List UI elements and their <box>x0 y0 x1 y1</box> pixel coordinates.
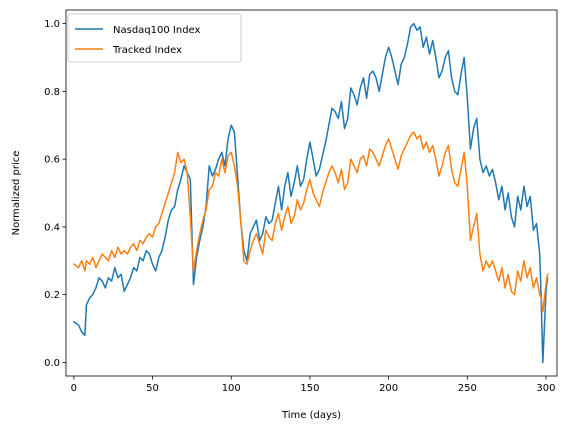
x-axis-label: Time (days) <box>281 410 341 421</box>
y-tick-label: 0.6 <box>44 155 60 166</box>
x-tick-label: 200 <box>379 383 398 394</box>
x-tick-label: 0 <box>71 383 77 394</box>
series-line-tracked-index <box>72 131 549 313</box>
legend-label-nasdaq100-index: Nasdaq100 Index <box>113 25 201 36</box>
x-tick-label: 100 <box>222 383 241 394</box>
legend-label-tracked-index: Tracked Index <box>112 45 182 56</box>
y-tick-label: 0.4 <box>44 222 60 233</box>
y-tick-label: 0.2 <box>44 290 60 301</box>
series-layer <box>72 22 549 364</box>
x-tick-label: 150 <box>300 383 319 394</box>
x-axis-ticks: 0 50 100 150 200 250 300 <box>71 376 556 394</box>
x-tick-label: 50 <box>146 383 159 394</box>
y-tick-label: 0.8 <box>44 87 60 98</box>
legend-frame <box>67 13 242 63</box>
y-axis-label: Normalized price <box>11 151 22 236</box>
x-tick-label: 300 <box>536 383 555 394</box>
y-tick-label: 1.0 <box>44 19 60 30</box>
legend: Nasdaq100 Index Tracked Index <box>67 13 242 63</box>
y-axis-ticks: 0.0 0.2 0.4 0.6 0.8 1.0 <box>44 19 66 369</box>
plot-frame <box>65 9 558 377</box>
plot-area <box>66 10 557 376</box>
x-tick-label: 250 <box>458 383 477 394</box>
y-tick-label: 0.0 <box>44 358 60 369</box>
series-line-nasdaq100-index <box>72 22 549 364</box>
